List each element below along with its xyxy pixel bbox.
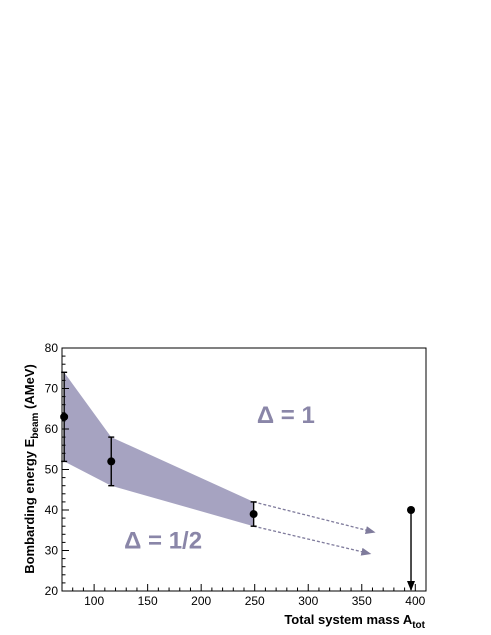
region-label-2: Δ = 1/2 xyxy=(124,527,202,554)
x-tick-label: 250 xyxy=(245,594,265,608)
marker xyxy=(249,510,258,519)
data-points xyxy=(60,371,416,591)
marker xyxy=(60,412,69,421)
region-label-1: Δ = 1 xyxy=(257,402,315,429)
y-tick-label: 20 xyxy=(45,584,59,598)
y-tick-label: 50 xyxy=(45,463,59,477)
y-axis: 20 30 40 50 60 70 80 xyxy=(45,341,69,598)
marker xyxy=(107,457,116,466)
region-labels: Δ = 1 Δ = 1/2 xyxy=(124,402,315,555)
x-tick-label: 400 xyxy=(405,594,425,608)
y-tick-label: 40 xyxy=(45,503,59,517)
extrapolation-arrow-2 xyxy=(253,525,372,556)
x-tick-label: 300 xyxy=(298,594,318,608)
data-point-4 xyxy=(407,506,416,591)
x-tick-label: 350 xyxy=(352,594,372,608)
y-tick-label: 30 xyxy=(45,544,59,558)
y-tick-label: 60 xyxy=(45,422,59,436)
x-tick-label: 200 xyxy=(191,594,211,608)
extrapolation-arrow-1 xyxy=(253,501,376,534)
extrapolation-arrows xyxy=(253,501,376,556)
x-tick-label: 100 xyxy=(84,594,104,608)
data-point-2 xyxy=(107,436,116,487)
y-tick-label: 80 xyxy=(45,341,59,355)
y-tick-label: 70 xyxy=(45,382,59,396)
data-point-1 xyxy=(60,371,69,463)
gap-band xyxy=(64,372,254,527)
x-tick-label: 150 xyxy=(138,594,158,608)
x-axis-title: Total system mass Atot xyxy=(284,612,425,631)
data-point-3 xyxy=(249,501,258,527)
y-axis-title: Bombarding energy Ebeam (AMeV) xyxy=(22,364,41,574)
marker xyxy=(407,506,416,514)
x-axis: 100 150 200 250 300 350 400 xyxy=(61,584,427,608)
